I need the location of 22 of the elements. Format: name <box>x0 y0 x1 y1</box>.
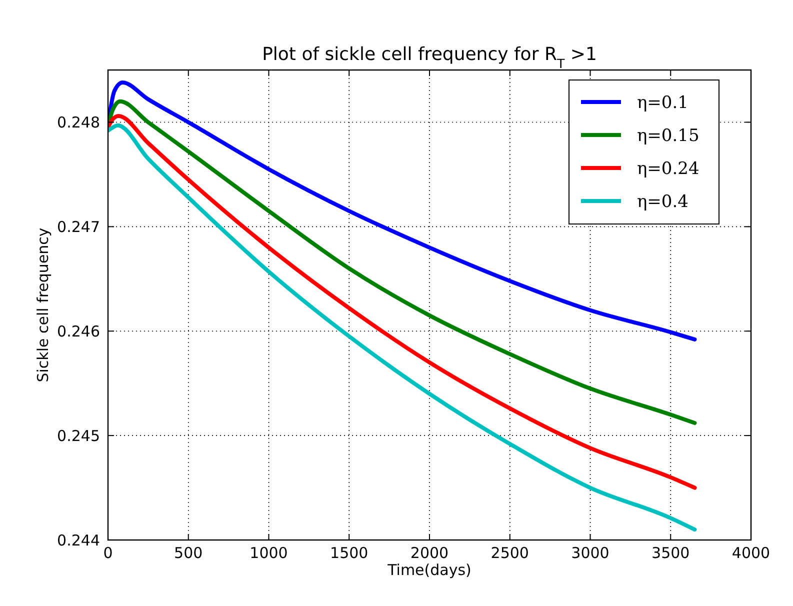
x-tick-label: 500 <box>174 544 203 562</box>
legend-label: η=0.1 <box>637 92 688 113</box>
line-series <box>108 80 697 342</box>
y-axis-title: Sickle cell frequency <box>34 228 52 382</box>
x-tick-label: 2500 <box>490 544 529 562</box>
x-tick-label: 1000 <box>250 544 288 562</box>
x-tick-label: 3000 <box>571 544 610 562</box>
x-tick-label: 1500 <box>330 544 368 562</box>
legend-label: η=0.24 <box>637 158 700 179</box>
x-tick-label: 2000 <box>410 544 449 562</box>
chart-title: Plot of sickle cell frequency for R$_{T}$ >1 <box>262 44 597 70</box>
x-axis-title: Time(days) <box>386 561 472 579</box>
y-tick-label: 0.246 <box>57 322 100 340</box>
y-tick-label: 0.244 <box>57 531 100 550</box>
legend-label: η=0.15 <box>637 126 700 146</box>
y-tick-label: 0.245 <box>57 426 100 445</box>
y-tick-label: 0.247 <box>57 218 100 236</box>
legend-label: η=0.4 <box>637 192 688 212</box>
x-tick-label: 3500 <box>652 544 690 562</box>
x-tick-label: 4000 <box>732 544 770 562</box>
x-tick-label: 0 <box>103 544 113 562</box>
y-tick-label: 0.248 <box>57 113 100 132</box>
